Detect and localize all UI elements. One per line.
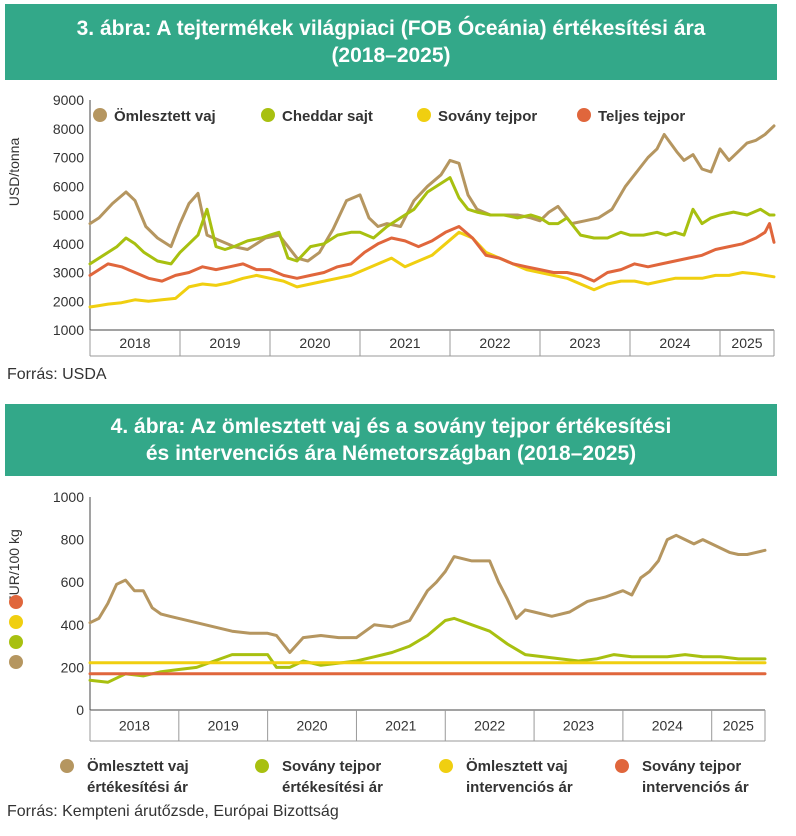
chart1-ytick-label: 7000 bbox=[53, 150, 84, 166]
chart2-year-label: 2025 bbox=[723, 718, 754, 734]
chart1-legend-label-1: Ömlesztett vaj bbox=[114, 108, 216, 125]
chart1-legend-label-3: Sovány tejpor bbox=[438, 108, 537, 125]
chart2-side-color-dot-2 bbox=[9, 615, 23, 629]
chart2-legend-label-line2-1: értékesítési ár bbox=[87, 779, 188, 796]
chart1-title-line1: 3. ábra: A tejtermékek világpiaci (FOB Ó… bbox=[76, 17, 706, 40]
chart2-ytick-label: 400 bbox=[61, 617, 85, 633]
chart2-legend-label-line2-4: intervenciós ár bbox=[642, 779, 749, 796]
chart1-legend-marker-3 bbox=[417, 108, 431, 122]
chart2-ytick-label: 1000 bbox=[53, 489, 84, 505]
chart1-ytick-label: 2000 bbox=[53, 293, 84, 309]
chart1-year-label: 2022 bbox=[479, 335, 510, 351]
chart1-ytick-label: 9000 bbox=[53, 92, 84, 108]
chart1-legend-marker-2 bbox=[261, 108, 275, 122]
chart1-ylabel: USD/tonna bbox=[6, 138, 22, 207]
chart1-ytick-label: 6000 bbox=[53, 178, 84, 194]
chart1-series-line-4 bbox=[88, 222, 776, 283]
chart2-ytick-label: 0 bbox=[76, 702, 84, 718]
chart1-year-label: 2021 bbox=[389, 335, 420, 351]
chart2-legend-label-line1-2: Sovány tejpor bbox=[282, 758, 381, 775]
chart1-ytick-label: 5000 bbox=[53, 207, 84, 223]
chart2-legend-label-line2-2: értékesítési ár bbox=[282, 779, 383, 796]
chart2-legend-marker-2 bbox=[255, 759, 269, 773]
chart1-legend-marker-4 bbox=[577, 108, 591, 122]
chart2-series-line-1 bbox=[88, 533, 767, 654]
chart2-side-color-dot-4 bbox=[9, 655, 23, 669]
chart2-title-banner: 4. ábra: Az ömlesztett vaj és a sovány t… bbox=[5, 404, 777, 476]
chart2-source: Forrás: Kempteni árutőzsde, Európai Bizo… bbox=[7, 803, 339, 820]
chart2-legend-label-line1-4: Sovány tejpor bbox=[642, 758, 741, 775]
chart2-year-label: 2023 bbox=[563, 718, 594, 734]
chart1-legend-label-2: Cheddar sajt bbox=[282, 108, 373, 125]
chart2-legend-marker-4 bbox=[615, 759, 629, 773]
chart2-legend-label-line2-3: intervenciós ár bbox=[466, 779, 573, 796]
chart1-year-label: 2019 bbox=[209, 335, 240, 351]
chart2-legend-label-line1-1: Ömlesztett vaj bbox=[87, 758, 189, 775]
chart2-legend-marker-3 bbox=[439, 759, 453, 773]
chart2-year-label: 2020 bbox=[296, 718, 327, 734]
chart1-series-line-2 bbox=[88, 176, 776, 266]
chart1-legend-marker-1 bbox=[93, 108, 107, 122]
chart1-ytick-label: 3000 bbox=[53, 265, 84, 281]
chart2-legend-marker-1 bbox=[60, 759, 74, 773]
chart1-svg: 1000 2000 3000 4000 5000 6000 7000 8000 9000 USD/… bbox=[6, 92, 776, 357]
chart1-ytick-label: 1000 bbox=[53, 322, 84, 338]
chart2-legend-label-line1-3: Ömlesztett vaj bbox=[466, 758, 568, 775]
chart2-title-line2: és intervenciós ára Németországban (2018… bbox=[145, 442, 637, 465]
chart2-ylabel: EUR/100 kg bbox=[6, 529, 22, 604]
chart1-year-label: 2018 bbox=[119, 335, 150, 351]
chart2-ytick-label: 800 bbox=[61, 532, 85, 548]
chart2-ytick-label: 600 bbox=[61, 574, 85, 590]
chart2-year-label: 2022 bbox=[474, 718, 505, 734]
chart2-title-line1: 4. ábra: Az ömlesztett vaj és a sovány t… bbox=[110, 415, 672, 438]
chart1-year-label: 2024 bbox=[659, 335, 690, 351]
chart1-year-label: 2025 bbox=[731, 335, 762, 351]
chart2-year-label: 2021 bbox=[385, 718, 416, 734]
chart1-year-label: 2020 bbox=[299, 335, 330, 351]
chart1-legend-label-4: Teljes tejpor bbox=[598, 108, 685, 125]
chart1-title-line2: (2018–2025) bbox=[331, 44, 451, 67]
chart1-source: Forrás: USDA bbox=[7, 366, 107, 383]
chart2-ytick-label: 200 bbox=[61, 659, 85, 675]
chart1-ytick-label: 4000 bbox=[53, 236, 84, 252]
chart1-title-banner: 3. ábra: A tejtermékek világpiaci (FOB Ó… bbox=[5, 4, 777, 80]
chart1-ytick-label: 8000 bbox=[53, 121, 84, 137]
chart2-side-color-dot-3 bbox=[9, 635, 23, 649]
chart1-series-line-3 bbox=[88, 230, 776, 309]
chart2-year-label: 2024 bbox=[652, 718, 683, 734]
chart2-year-label: 2018 bbox=[119, 718, 150, 734]
chart2-side-color-dot-1 bbox=[9, 595, 23, 609]
chart1-year-label: 2023 bbox=[569, 335, 600, 351]
chart2-year-label: 2019 bbox=[208, 718, 239, 734]
